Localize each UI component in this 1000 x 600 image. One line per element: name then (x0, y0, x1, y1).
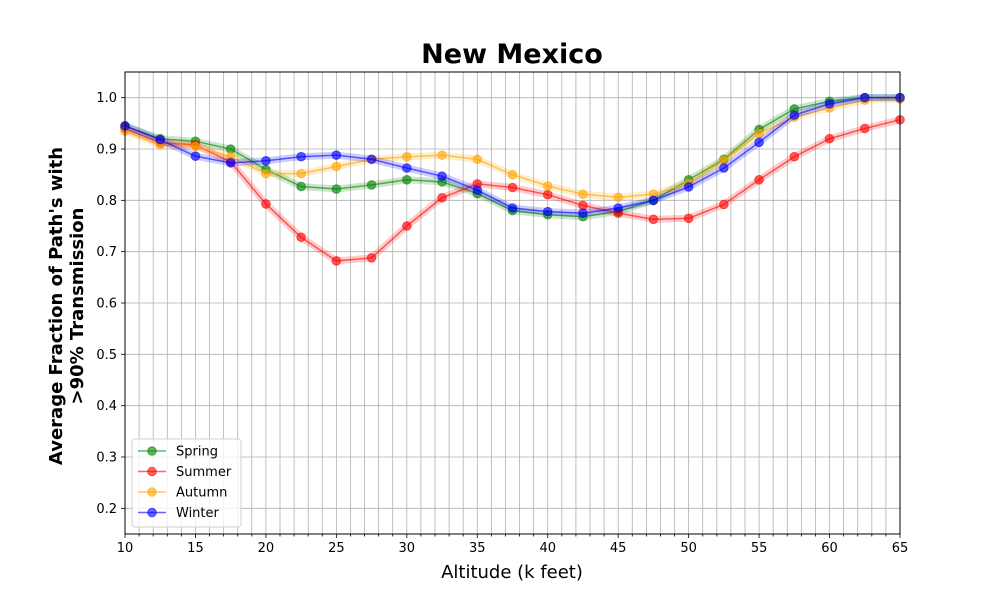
data-point (331, 256, 342, 266)
x-tick-label: 25 (328, 541, 345, 556)
data-point (331, 161, 342, 172)
y-tick-label: 0.7 (96, 245, 117, 260)
legend: Spring Summer Autumn Winter (131, 438, 242, 528)
data-point (719, 199, 729, 210)
data-point (859, 123, 870, 134)
x-tick-label: 15 (187, 541, 204, 556)
data-point (578, 189, 588, 199)
y-axis-label-line2: >90% Transmission (67, 208, 88, 405)
data-point (859, 92, 870, 103)
x-tick-label: 60 (821, 541, 838, 556)
data-point (190, 141, 201, 152)
y-tick-label: 0.3 (96, 451, 117, 466)
data-point (402, 175, 412, 185)
y-axis-label-line1: Average Fraction of Path's with (46, 147, 67, 465)
data-point (261, 168, 271, 179)
data-point (437, 171, 447, 182)
data-point (648, 214, 659, 225)
x-tick-label: 20 (258, 541, 275, 556)
legend-label: Autumn (176, 486, 227, 501)
data-point (613, 192, 623, 203)
data-point (542, 206, 553, 217)
y-tick-label: 0.9 (96, 143, 117, 158)
x-tick-label: 45 (610, 541, 627, 556)
data-point (261, 199, 271, 209)
data-point (789, 151, 800, 162)
data-point (542, 181, 553, 191)
data-point (402, 163, 412, 173)
data-point (331, 150, 342, 160)
legend-marker (147, 487, 157, 497)
data-point (507, 203, 518, 213)
x-tick-label: 55 (751, 541, 768, 556)
y-tick-label: 0.8 (96, 194, 117, 209)
data-point (155, 134, 166, 145)
data-point (578, 208, 588, 218)
data-point (366, 253, 377, 263)
data-point (296, 151, 306, 162)
y-tick-label: 0.4 (96, 399, 117, 414)
y-tick-label: 1.0 (96, 91, 117, 106)
legend-marker (147, 466, 157, 477)
data-point (507, 169, 518, 180)
legend-label: Summer (176, 465, 232, 480)
data-point (754, 175, 764, 185)
data-point (754, 137, 764, 148)
legend-label: Winter (176, 506, 220, 521)
data-point (683, 182, 694, 192)
y-tick-label: 0.5 (96, 348, 117, 363)
x-axis-label: Altitude (k feet) (441, 562, 583, 583)
data-point (402, 221, 412, 231)
y-tick-label: 0.6 (96, 297, 117, 312)
data-point (472, 185, 483, 195)
data-point (437, 150, 447, 160)
data-point (225, 158, 236, 168)
data-point (507, 182, 518, 193)
data-point (296, 181, 306, 192)
data-point (296, 168, 306, 179)
data-point (542, 189, 553, 200)
legend-marker (147, 507, 157, 518)
series-layer (120, 92, 905, 266)
data-point (789, 110, 800, 120)
data-point (437, 192, 447, 203)
data-point (296, 232, 306, 243)
series-winter (120, 92, 905, 218)
legend-item-winter: Winter (138, 506, 220, 521)
x-tick-label: 35 (469, 541, 486, 556)
data-point (190, 151, 201, 161)
data-point (402, 151, 412, 162)
legend-label: Spring (176, 445, 218, 460)
legend-item-summer: Summer (138, 465, 232, 480)
data-point (366, 180, 377, 190)
data-point (824, 133, 835, 144)
data-point (613, 203, 623, 213)
chart-title: New Mexico (421, 39, 603, 70)
data-point (366, 154, 377, 165)
x-tick-label: 30 (399, 541, 416, 556)
x-tick-label: 65 (892, 541, 909, 556)
legend-marker (147, 446, 157, 456)
x-tick-label: 10 (117, 541, 134, 556)
axis-ticks: 10 15 20 25 30 35 40 45 50 55 60 65 0.2 0.3 0.4 0.5 0.6 0… (96, 91, 908, 556)
y-tick-label: 0.2 (96, 502, 117, 517)
series-summer (120, 114, 905, 266)
legend-item-autumn: Autumn (138, 486, 227, 501)
data-point (472, 154, 483, 165)
x-tick-label: 50 (680, 541, 697, 556)
legend-item-spring: Spring (138, 445, 218, 460)
legend-box (131, 438, 242, 528)
data-point (261, 156, 271, 166)
x-tick-label: 40 (539, 541, 556, 556)
data-point (648, 195, 659, 206)
data-point (331, 184, 342, 194)
data-point (719, 163, 729, 173)
data-point (683, 213, 694, 224)
data-point (824, 99, 835, 109)
